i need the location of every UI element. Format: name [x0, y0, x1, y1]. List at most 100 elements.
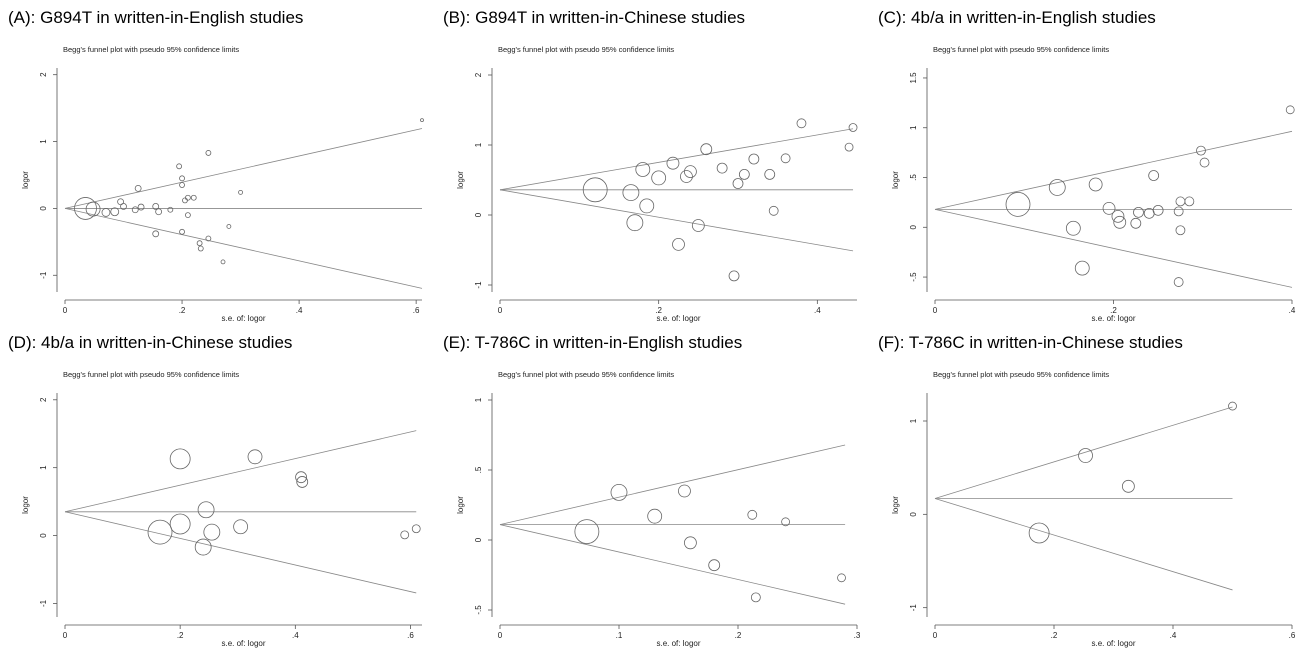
study-point — [1065, 220, 1081, 236]
study-point — [683, 536, 697, 550]
study-point — [574, 519, 600, 545]
study-point — [182, 197, 188, 204]
study-point — [247, 449, 263, 465]
y-tick-label: 2 — [39, 397, 48, 402]
x-tick-label: .2 — [1110, 306, 1117, 315]
panel-title: (B): G894T in written-in-Chinese studies — [443, 8, 746, 27]
study-point — [750, 592, 761, 603]
y-axis-label: logor — [456, 171, 465, 189]
y-tick-label: 1 — [474, 397, 483, 402]
study-point — [728, 270, 740, 282]
study-point — [1121, 479, 1135, 493]
study-point — [179, 228, 185, 235]
study-point — [666, 156, 680, 170]
study-point — [137, 203, 145, 211]
study-point — [781, 517, 791, 527]
y-axis-label: logor — [891, 171, 900, 189]
x-tick-label: 0 — [933, 631, 938, 640]
x-tick-label: .6 — [413, 306, 420, 315]
y-axis-label: logor — [21, 496, 30, 514]
y-axis-label: logor — [21, 171, 30, 189]
upper-confidence-limit-line — [934, 406, 1233, 499]
study-point — [683, 165, 697, 179]
study-point — [635, 162, 651, 177]
plot-subtitle: Begg's funnel plot with pseudo 95% confi… — [498, 45, 674, 54]
study-point — [197, 245, 204, 252]
study-point — [691, 219, 705, 232]
x-axis-label: s.e. of: logor — [1091, 639, 1135, 648]
study-point — [716, 162, 728, 174]
x-tick-label: 0 — [498, 306, 503, 315]
x-tick-label: .3 — [854, 631, 861, 640]
study-point — [190, 194, 197, 201]
x-tick-label: .4 — [814, 306, 821, 315]
study-point — [639, 198, 655, 214]
y-tick-label: 0 — [909, 225, 918, 230]
lower-confidence-limit-line — [934, 498, 1233, 591]
funnel-plot-c: Begg's funnel plot with pseudo 95% confi… — [891, 45, 1296, 323]
study-point — [1152, 204, 1164, 216]
study-point — [748, 153, 760, 165]
study-point — [400, 530, 410, 540]
study-point — [179, 175, 185, 182]
study-point — [197, 501, 215, 519]
study-point — [196, 240, 203, 247]
study-point — [1130, 217, 1142, 229]
x-tick-label: .2 — [179, 306, 186, 315]
y-tick-label: 1 — [909, 125, 918, 130]
study-point — [747, 509, 758, 520]
y-tick-label: -1 — [39, 599, 48, 607]
panel-e: (E): T-786C in written-in-English studie… — [435, 325, 870, 650]
y-tick-label: 0 — [909, 512, 918, 517]
study-point — [185, 194, 191, 201]
study-point — [844, 142, 854, 152]
panel-title: (E): T-786C in written-in-English studie… — [443, 333, 743, 352]
upper-confidence-limit-line — [64, 128, 423, 209]
y-tick-label: 1 — [474, 142, 483, 147]
study-point — [220, 259, 226, 265]
study-point — [205, 235, 212, 242]
study-point — [110, 207, 120, 217]
study-point — [672, 237, 685, 251]
lower-confidence-limit-line — [64, 511, 417, 594]
study-point — [1148, 170, 1160, 181]
study-point — [651, 170, 667, 186]
x-tick-label: .2 — [1051, 631, 1058, 640]
lower-confidence-limit-line — [64, 208, 423, 289]
study-point — [411, 524, 421, 534]
study-point — [1074, 260, 1090, 276]
study-point — [622, 184, 640, 202]
x-tick-label: .2 — [735, 631, 742, 640]
study-point — [152, 230, 160, 238]
x-axis-label: s.e. of: logor — [221, 314, 265, 323]
x-tick-label: .6 — [407, 631, 414, 640]
study-point — [169, 448, 191, 470]
x-tick-label: 0 — [933, 306, 938, 315]
study-point — [1196, 145, 1206, 156]
study-point — [848, 123, 858, 132]
upper-confidence-limit-line — [64, 430, 417, 513]
study-point — [678, 484, 691, 498]
y-tick-label: 2 — [39, 72, 48, 77]
study-point — [147, 519, 173, 545]
y-tick-label: 0 — [474, 537, 483, 542]
study-point — [131, 206, 139, 214]
study-point — [1199, 157, 1210, 168]
lower-confidence-limit-line — [934, 208, 1293, 288]
funnel-plot-a: Begg's funnel plot with pseudo 95% confi… — [21, 45, 424, 323]
study-point — [708, 559, 721, 572]
x-tick-label: .4 — [1170, 631, 1177, 640]
funnel-plot-e: Begg's funnel plot with pseudo 95% confi… — [456, 370, 861, 648]
study-point — [1228, 401, 1237, 411]
y-tick-label: 1 — [909, 418, 918, 423]
y-tick-label: 2 — [474, 72, 483, 77]
study-point — [1111, 209, 1125, 223]
x-tick-label: 0 — [63, 306, 68, 315]
study-point — [420, 118, 424, 123]
lower-confidence-limit-line — [499, 189, 854, 252]
study-point — [680, 170, 693, 183]
study-point — [1088, 177, 1103, 192]
y-tick-label: 1.5 — [909, 72, 918, 84]
study-point — [1184, 196, 1195, 207]
x-tick-label: .2 — [177, 631, 184, 640]
